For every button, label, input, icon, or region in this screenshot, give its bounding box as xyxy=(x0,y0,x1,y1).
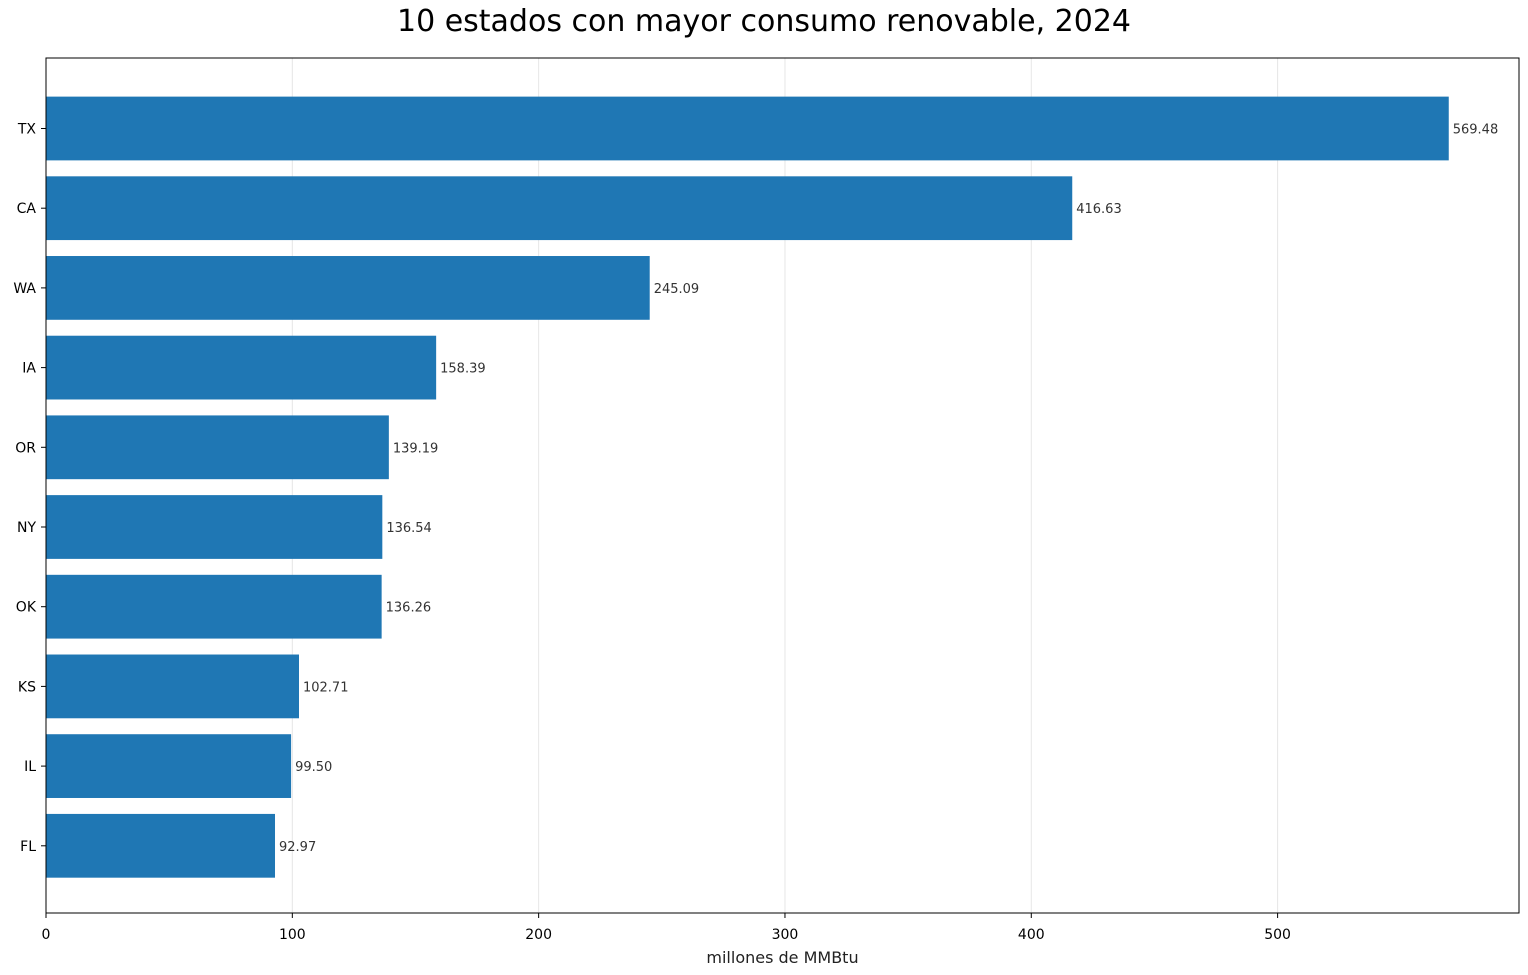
bar-or xyxy=(46,415,389,480)
y-tick-label: KS xyxy=(18,679,36,695)
x-tick-label: 100 xyxy=(279,927,306,943)
bar-ks xyxy=(46,654,299,719)
y-tick-label: IA xyxy=(22,361,36,377)
bar-ca xyxy=(46,176,1073,241)
bar-value-label: 99.50 xyxy=(295,760,332,775)
bar-value-label: 136.26 xyxy=(386,601,432,616)
x-tick-label: 0 xyxy=(42,927,51,943)
plot-frame xyxy=(45,57,1520,914)
x-tick-label: 400 xyxy=(1018,927,1045,943)
y-tick-label: OR xyxy=(15,440,36,456)
bar-value-label: 245.09 xyxy=(654,282,700,297)
bar-fl xyxy=(46,813,276,878)
bar-value-label: 102.71 xyxy=(303,680,349,695)
x-tick-label: 300 xyxy=(772,927,799,943)
y-tick-label: TX xyxy=(17,122,37,138)
bar-value-label: 136.54 xyxy=(386,521,432,536)
bar-ia xyxy=(46,335,437,400)
bar-value-label: 158.39 xyxy=(440,362,486,377)
x-tick-label: 500 xyxy=(1264,927,1291,943)
bar-value-label: 416.63 xyxy=(1076,202,1122,217)
bars: 569.48 416.63 245.09 158.39 139.19 136.54 136.… xyxy=(46,96,1499,878)
bar-value-label: 569.48 xyxy=(1453,123,1499,138)
bar-il xyxy=(46,734,292,798)
bar-value-label: 92.97 xyxy=(279,840,316,855)
x-axis-ticks: 0 100 200 300 400 500 xyxy=(42,913,1291,943)
y-tick-label: IL xyxy=(24,759,36,775)
chart-title: 10 estados con mayor consumo renovable, … xyxy=(396,4,1131,39)
y-axis-ticks: TX CA WA IA OR NY OK KS IL FL xyxy=(13,122,46,855)
y-tick-label: OK xyxy=(16,600,37,616)
y-tick-label: CA xyxy=(17,201,37,217)
x-axis-label: millones de MMBtu xyxy=(706,948,858,967)
bar-tx xyxy=(46,96,1449,161)
y-tick-label: NY xyxy=(17,520,36,536)
bar-ok xyxy=(46,574,382,639)
bar-ny xyxy=(46,495,383,559)
bar-wa xyxy=(46,256,650,320)
x-tick-label: 200 xyxy=(525,927,552,943)
y-tick-label: FL xyxy=(20,839,36,855)
y-tick-label: WA xyxy=(13,281,36,297)
bar-value-label: 139.19 xyxy=(393,441,439,456)
